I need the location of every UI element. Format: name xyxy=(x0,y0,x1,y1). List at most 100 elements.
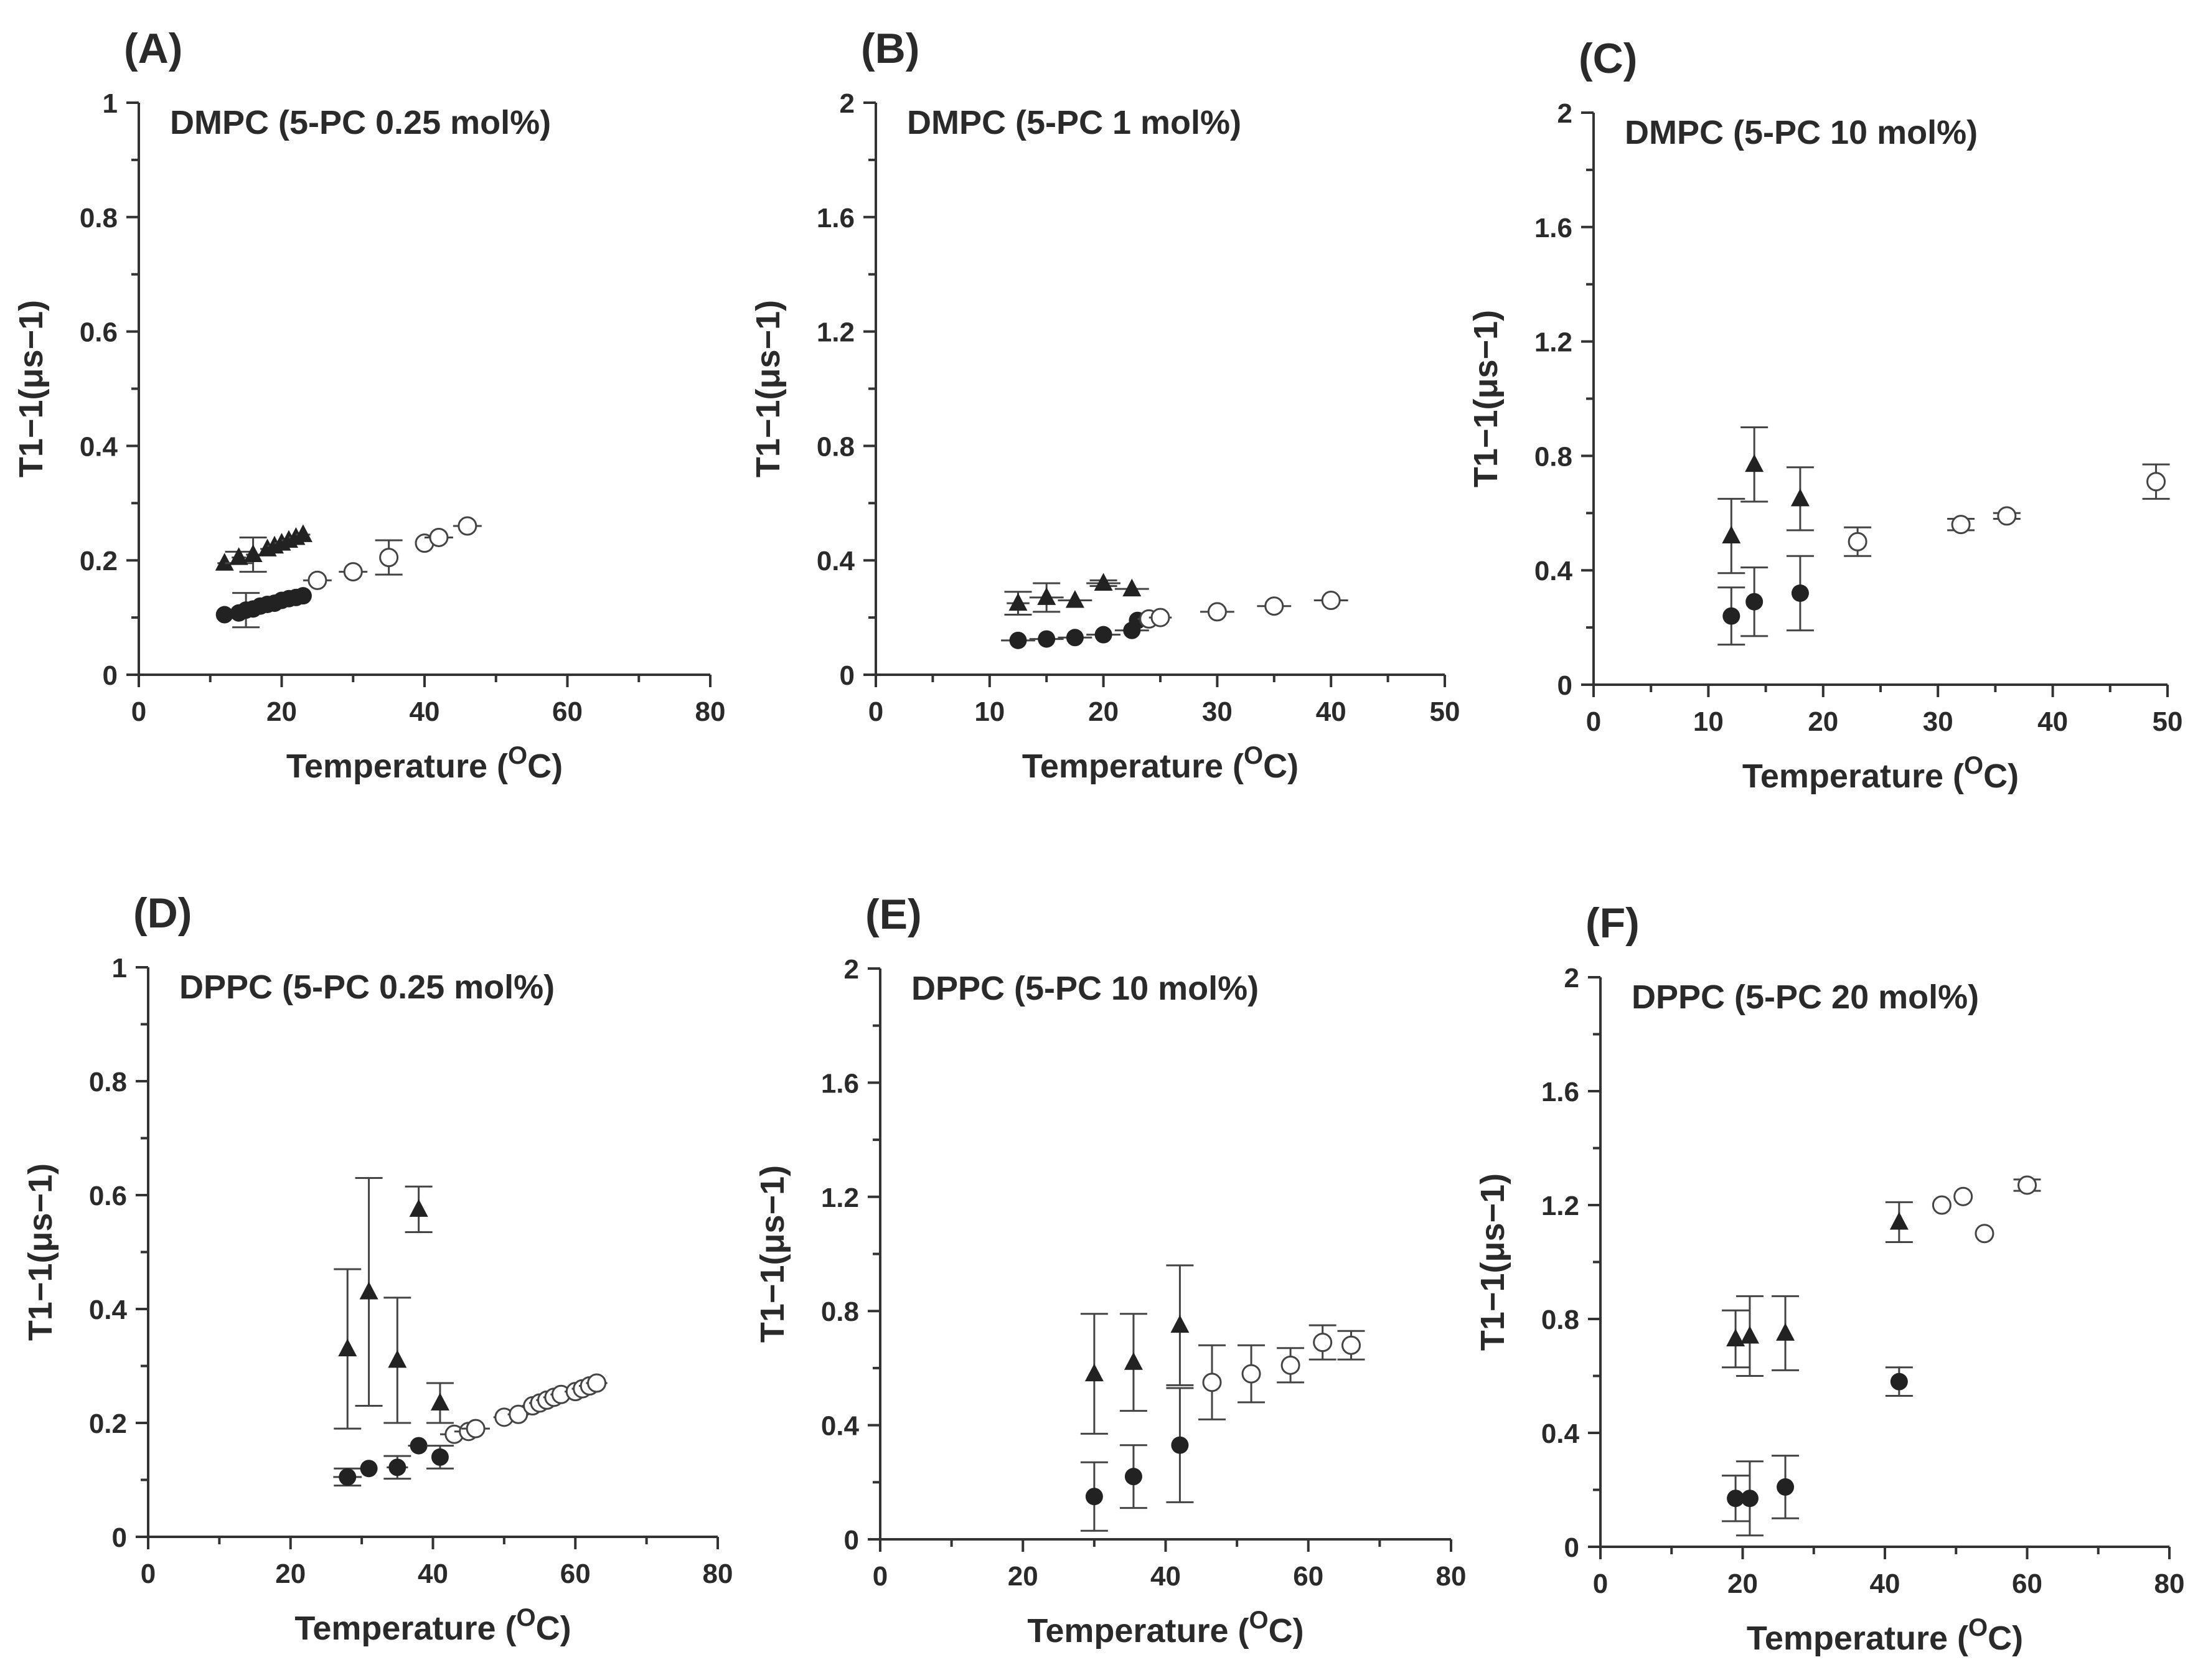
data-point-triangle xyxy=(293,524,312,542)
data-point-filled-circle xyxy=(1171,1436,1189,1454)
data-point-filled-circle xyxy=(294,587,312,605)
series-open-circle xyxy=(303,516,482,590)
y-tick-label: 1.6 xyxy=(821,1068,859,1099)
x-tick-label: 20 xyxy=(1727,1569,1758,1599)
x-tick-label: 40 xyxy=(2037,706,2068,737)
data-point-open-circle xyxy=(1848,532,1867,551)
y-tick-label: 0 xyxy=(1564,1532,1579,1563)
x-axis-title-degree: O xyxy=(1249,1607,1268,1634)
x-axis-title-main: Temperature ( xyxy=(1747,1620,1968,1657)
y-tick-label: 0 xyxy=(103,660,118,691)
data-point-open-circle xyxy=(458,516,477,536)
x-axis-title-unit: C) xyxy=(527,748,563,785)
panel-d: (D) DPPC (5-PC 0.25 mol%) 0 20 40 60 80 0 0.2 0.4… xyxy=(22,889,733,1647)
data-point-filled-circle xyxy=(1740,1490,1759,1508)
x-tick-label: 20 xyxy=(1008,1561,1038,1592)
x-tick-label: 40 xyxy=(1150,1561,1181,1592)
data-point-open-circle xyxy=(1280,1355,1300,1375)
data-point-open-circle xyxy=(1321,591,1341,611)
x-axis-title-degree: O xyxy=(1244,742,1263,769)
y-tick-label: 1.2 xyxy=(1534,327,1572,358)
y-tick-label: 2 xyxy=(1564,963,1579,993)
panel-label: (D) xyxy=(133,889,192,937)
data-point-filled-circle xyxy=(339,1468,357,1486)
data-point-filled-circle xyxy=(1066,629,1084,647)
series-circle xyxy=(1717,555,1814,646)
panel-label: (E) xyxy=(865,891,922,938)
data-point-triangle xyxy=(215,553,234,571)
y-tick-label: 0.8 xyxy=(1534,441,1572,472)
y-tick-label: 0.4 xyxy=(89,1295,128,1325)
data-point-open-circle xyxy=(1975,1224,1994,1244)
y-tick-label: 0.8 xyxy=(821,1297,859,1327)
series-circle xyxy=(333,1437,454,1487)
data-point-triangle xyxy=(1124,1352,1143,1370)
data-point-filled-circle xyxy=(1124,1468,1142,1486)
series-triangle xyxy=(1717,426,1814,575)
data-point-triangle xyxy=(359,1282,378,1300)
data-point-filled-circle xyxy=(1890,1373,1908,1391)
panel-b: (B) DMPC (5-PC 1 mol%) 0 10 20 30 40 50 0 0.4 0.8 1… xyxy=(749,25,1460,785)
y-tick-label: 0 xyxy=(840,660,855,691)
x-axis-title-unit: C) xyxy=(1263,748,1299,785)
series-triangle xyxy=(215,524,312,573)
x-axis-title-unit: C) xyxy=(1983,758,2019,795)
x-axis-title-main: Temperature ( xyxy=(294,1610,516,1647)
x-tick-label: 10 xyxy=(1693,706,1724,737)
series-open-circle xyxy=(1932,1175,2041,1244)
data-point-filled-circle xyxy=(215,606,233,624)
x-tick-label: 0 xyxy=(1586,706,1601,737)
x-tick-label: 50 xyxy=(1430,697,1460,727)
series-circle xyxy=(1722,1366,1913,1537)
y-tick-label: 0.4 xyxy=(1534,556,1573,586)
y-tick-label: 0.8 xyxy=(817,431,855,462)
y-tick-label: 0 xyxy=(844,1525,859,1556)
series-circle xyxy=(1080,1387,1194,1532)
data-point-triangle xyxy=(1722,525,1741,544)
x-axis-title: Temperature (OC) xyxy=(1022,742,1299,785)
data-point-triangle xyxy=(430,1392,449,1410)
y-tick-label: 0.2 xyxy=(80,546,118,576)
data-point-open-circle xyxy=(429,527,449,547)
data-point-filled-circle xyxy=(388,1458,406,1476)
series-triangle xyxy=(1722,1201,1913,1377)
x-axis-title: Temperature (OC) xyxy=(294,1604,571,1647)
y-tick-label: 0 xyxy=(1557,670,1572,701)
y-axis-title: T1−1(μs−1) xyxy=(754,1165,791,1343)
data-point-open-circle xyxy=(1264,596,1284,616)
data-point-triangle xyxy=(1776,1323,1795,1341)
x-axis-title-main: Temperature ( xyxy=(1022,748,1244,785)
y-tick-label: 1 xyxy=(112,953,127,983)
chart-title: DMPC (5-PC 1 mol%) xyxy=(907,104,1241,141)
x-axis-title-unit: C) xyxy=(536,1610,571,1647)
chart-title: DPPC (5-PC 20 mol%) xyxy=(1632,978,1979,1016)
chart-title: DMPC (5-PC 10 mol%) xyxy=(1625,114,1978,151)
x-tick-label: 80 xyxy=(703,1559,733,1589)
x-tick-label: 20 xyxy=(266,697,297,727)
y-axis-title: T1−1(μs−1) xyxy=(749,300,787,477)
series-open-circle xyxy=(439,1373,608,1444)
y-tick-label: 1.6 xyxy=(817,203,855,233)
data-point-open-circle xyxy=(2017,1175,2037,1195)
y-tick-label: 1.6 xyxy=(1541,1077,1579,1107)
data-point-filled-circle xyxy=(1038,630,1056,648)
data-point-triangle xyxy=(1065,590,1084,608)
series-triangle xyxy=(1004,573,1149,616)
data-point-triangle xyxy=(338,1338,357,1357)
data-point-open-circle xyxy=(343,562,363,582)
y-tick-label: 1.2 xyxy=(1541,1191,1579,1221)
y-tick-label: 0.8 xyxy=(89,1067,127,1097)
data-point-triangle xyxy=(1084,1363,1104,1382)
x-tick-label: 60 xyxy=(2012,1569,2042,1599)
data-point-filled-circle xyxy=(431,1448,449,1466)
x-tick-label: 0 xyxy=(1593,1569,1608,1599)
y-tick-label: 1.6 xyxy=(1534,213,1572,243)
data-point-triangle xyxy=(1745,454,1764,472)
y-axis-title: T1−1(μs−1) xyxy=(22,1163,59,1341)
data-point-open-circle xyxy=(1150,608,1170,627)
data-point-open-circle xyxy=(1313,1333,1333,1353)
panel-label: (B) xyxy=(861,25,919,72)
data-point-open-circle xyxy=(466,1419,486,1438)
x-axis-title: Temperature (OC) xyxy=(1747,1614,2023,1657)
x-tick-label: 40 xyxy=(418,1559,448,1589)
